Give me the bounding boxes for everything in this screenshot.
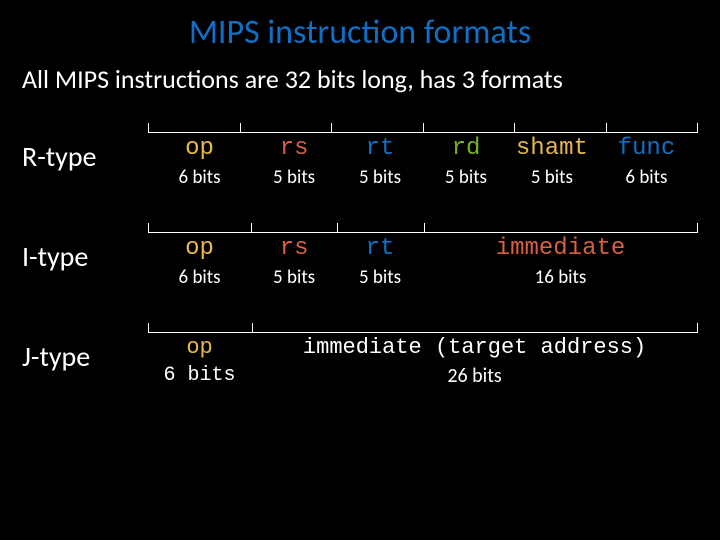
- format-j-type: J-typeopimmediate (target address)6 bits…: [22, 323, 698, 388]
- bits-label: 5 bits: [337, 262, 423, 289]
- field-rd: rd: [423, 133, 509, 162]
- bits-label: 6 bits: [148, 262, 251, 289]
- slide-subtitle: All MIPS instructions are 32 bits long, …: [22, 63, 698, 95]
- format-r-type: R-typeoprsrtrdshamtfunc6 bits5 bits5 bit…: [22, 123, 698, 189]
- bits-row: 6 bits26 bits: [148, 360, 698, 388]
- diagram: oprsrtrdshamtfunc6 bits5 bits5 bits5 bit…: [148, 123, 698, 189]
- field-rs: rs: [251, 133, 337, 162]
- fields-row: oprsrtimmediate: [148, 233, 698, 262]
- field-rt: rt: [337, 233, 423, 262]
- fields-row: opimmediate (target address): [148, 333, 698, 360]
- formats-container: R-typeoprsrtrdshamtfunc6 bits5 bits5 bit…: [22, 123, 698, 388]
- fields-row: oprsrtrdshamtfunc: [148, 133, 698, 162]
- diagram: opimmediate (target address)6 bits26 bit…: [148, 323, 698, 388]
- bits-row: 6 bits5 bits5 bits16 bits: [148, 262, 698, 289]
- type-label: R-type: [22, 123, 148, 174]
- bits-label: 5 bits: [251, 262, 337, 289]
- slide-title: MIPS instruction formats: [22, 12, 698, 53]
- field-immediate: immediate: [423, 233, 698, 262]
- bits-row: 6 bits5 bits5 bits5 bits5 bits6 bits: [148, 162, 698, 189]
- format-i-type: I-typeoprsrtimmediate6 bits5 bits5 bits1…: [22, 223, 698, 289]
- bits-label: 6 bits: [148, 162, 251, 189]
- bits-label: 5 bits: [251, 162, 337, 189]
- field-rt: rt: [337, 133, 423, 162]
- bits-label: 26 bits: [251, 360, 698, 388]
- bracket-row: [148, 223, 698, 233]
- bits-label: 16 bits: [423, 262, 698, 289]
- bits-label: 6 bits: [595, 162, 698, 189]
- field-immediate: immediate (target address): [251, 333, 698, 360]
- field-op: op: [148, 133, 251, 162]
- bits-label: 5 bits: [509, 162, 595, 189]
- type-label: J-type: [22, 323, 148, 374]
- field-shamt: shamt: [509, 133, 595, 162]
- bits-label: 6 bits: [148, 360, 251, 388]
- slide: MIPS instruction formats All MIPS instru…: [0, 0, 720, 434]
- field-func: func: [595, 133, 698, 162]
- field-op: op: [148, 233, 251, 262]
- field-op: op: [148, 333, 251, 360]
- diagram: oprsrtimmediate6 bits5 bits5 bits16 bits: [148, 223, 698, 289]
- field-rs: rs: [251, 233, 337, 262]
- bracket-row: [148, 323, 698, 333]
- bracket-row: [148, 123, 698, 133]
- type-label: I-type: [22, 223, 148, 274]
- bits-label: 5 bits: [423, 162, 509, 189]
- bits-label: 5 bits: [337, 162, 423, 189]
